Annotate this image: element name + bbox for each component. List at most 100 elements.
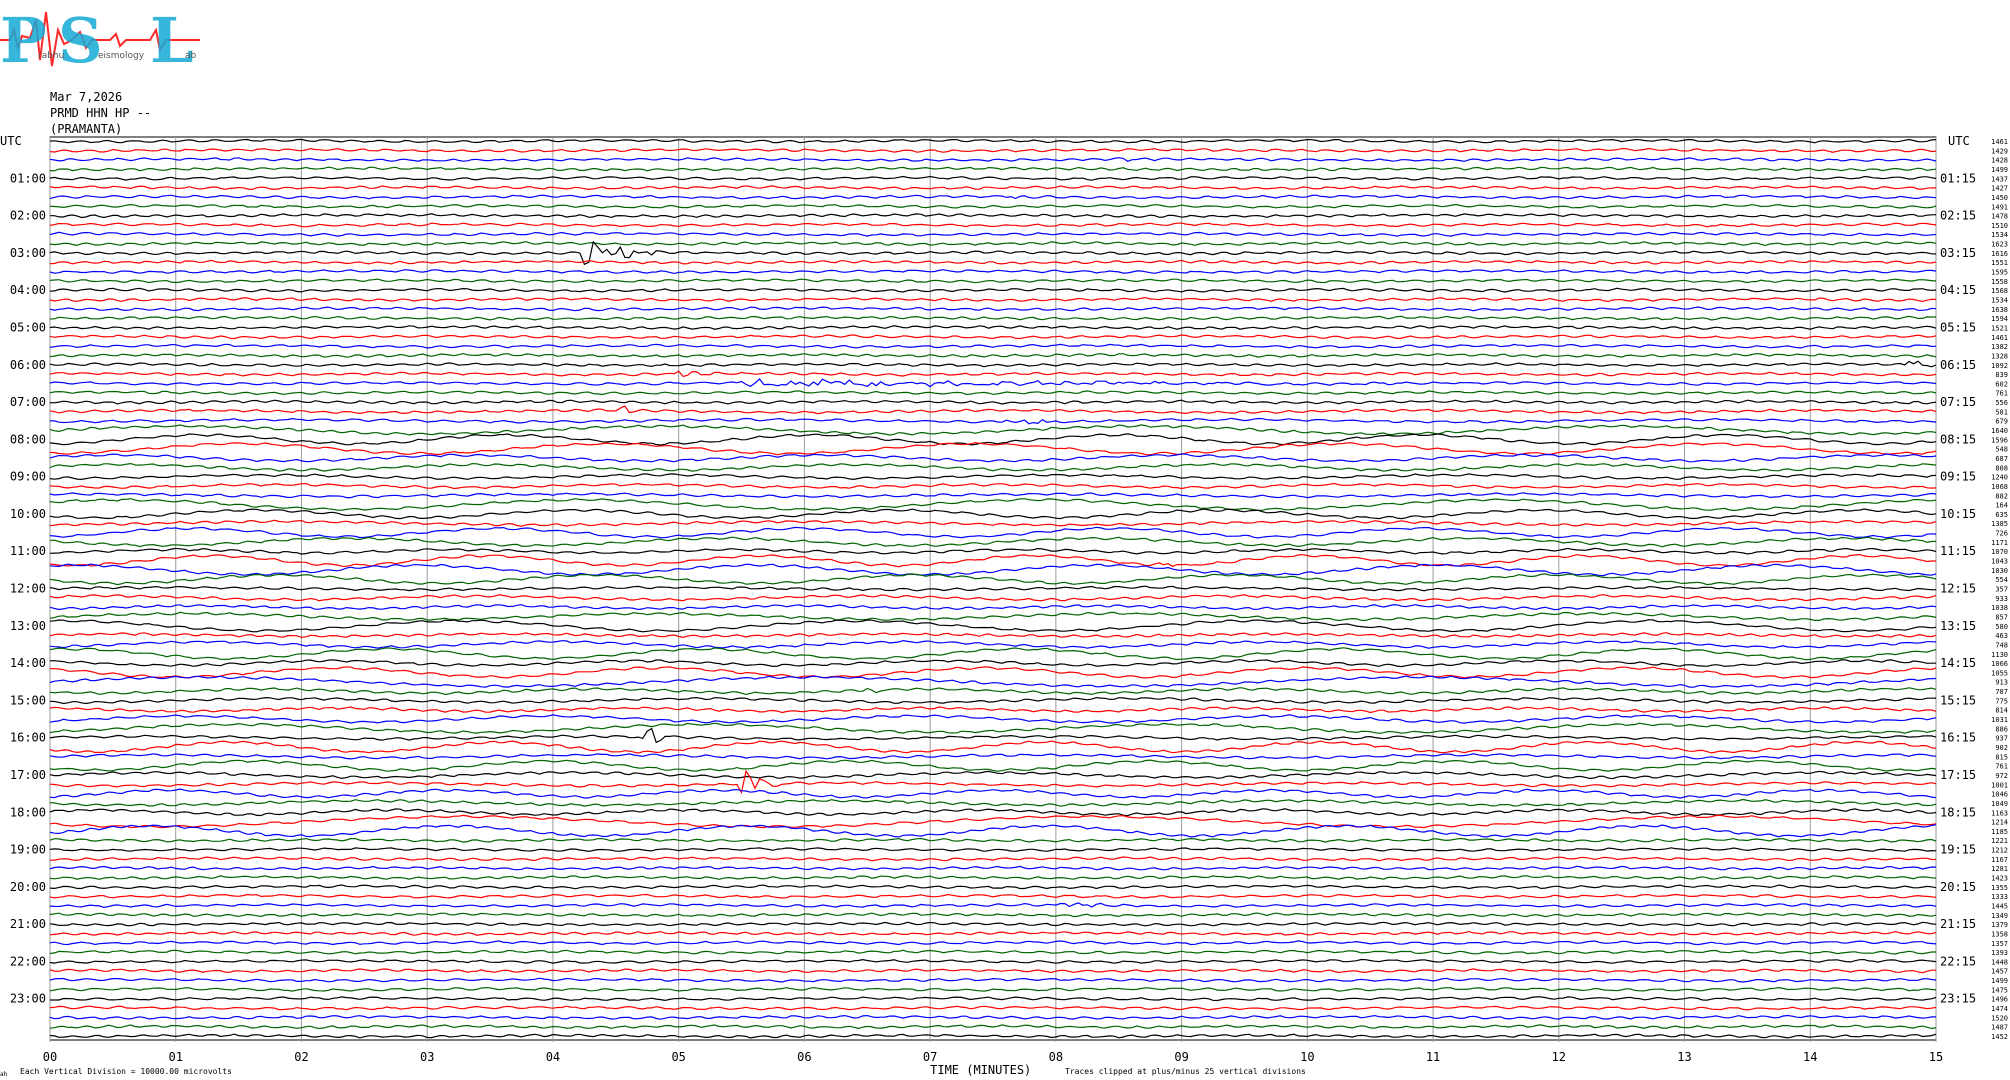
left-hour-label: 04:00: [10, 283, 46, 297]
trace-value-label: 1212: [1991, 847, 2008, 855]
trace-value-label: 580: [1995, 623, 2008, 631]
right-hour-label: 18:15: [1940, 805, 1976, 819]
seismic-trace: [49, 893, 1937, 899]
trace-value-label: 1487: [1991, 1024, 2008, 1032]
seismic-trace: [49, 138, 1937, 144]
seismic-trace: [49, 930, 1937, 936]
seismic-trace: [49, 424, 1937, 436]
trace-value-label: 1379: [1991, 921, 2008, 929]
trace-value-label: 1167: [1991, 856, 2008, 864]
seismic-trace: [49, 696, 1937, 705]
left-hour-label: 09:00: [10, 470, 46, 484]
seismic-trace: [49, 325, 1937, 330]
trace-value-label: 1427: [1991, 185, 2008, 193]
seismic-trace: [49, 498, 1937, 512]
seismic-trace: [49, 977, 1937, 983]
seismic-trace: [49, 958, 1937, 964]
trace-value-label: 913: [1995, 679, 2008, 687]
trace-value-label: 1448: [1991, 958, 2008, 966]
seismic-trace: [49, 306, 1937, 312]
footer-division-note: Each Vertical Division = 10000.00 microv…: [20, 1067, 232, 1076]
seismic-trace: [49, 769, 1937, 795]
psl-logo: P S L rabhu eismology ab: [0, 4, 200, 77]
trace-value-label: 1457: [1991, 968, 2008, 976]
right-hour-label: 23:15: [1940, 992, 1976, 1006]
right-hour-label: 02:15: [1940, 209, 1976, 223]
seismic-trace: [49, 1014, 1936, 1020]
seismic-trace: [49, 912, 1937, 918]
right-hour-label: 21:15: [1940, 917, 1976, 931]
left-hour-label: 14:00: [10, 656, 46, 670]
trace-value-label: 164: [1995, 502, 2008, 510]
seismic-trace: [49, 453, 1937, 463]
left-hour-label: 10:00: [10, 507, 46, 521]
trace-value-label: 972: [1995, 772, 2008, 780]
trace-value-label: 581: [1995, 408, 2008, 416]
trace-value-label: 1616: [1991, 250, 2008, 258]
seismic-trace: [49, 659, 1936, 668]
seismic-trace: [49, 632, 1937, 639]
right-hour-label: 17:15: [1940, 768, 1976, 782]
trace-value-label: 554: [1995, 576, 2008, 584]
trace-value-label: 1038: [1991, 604, 2008, 612]
trace-value-label: 748: [1995, 641, 2008, 649]
logo-letter-p: P: [0, 4, 47, 77]
seismic-trace: [49, 231, 1937, 237]
trace-value-label: 1163: [1991, 809, 2008, 817]
right-hour-label: 12:15: [1940, 582, 1976, 596]
trace-value-label: 1499: [1991, 977, 2008, 985]
seismic-trace: [49, 334, 1937, 340]
seismic-trace: [49, 370, 1937, 378]
logo-seismogram-icon: [0, 11, 200, 67]
seismic-trace: [49, 296, 1937, 303]
seismic-trace: [49, 315, 1936, 321]
trace-value-label: 1461: [1991, 138, 2008, 146]
x-tick-label: 13: [1677, 1050, 1691, 1064]
seismic-trace: [49, 837, 1937, 843]
trace-value-label: 1450: [1991, 194, 2008, 202]
left-hour-label: 06:00: [10, 358, 46, 372]
trace-value-label: 1534: [1991, 296, 2008, 304]
trace-value-label: 1068: [1991, 483, 2008, 491]
right-hour-label: 08:15: [1940, 432, 1976, 446]
left-hour-label: 23:00: [10, 992, 46, 1006]
logo-small-text-2: eismology: [98, 51, 145, 61]
logo-small-text-1: rabhu: [38, 51, 64, 61]
trace-value-label: 1046: [1991, 791, 2008, 799]
x-tick-label: 14: [1803, 1050, 1817, 1064]
right-hour-label: 06:15: [1940, 358, 1976, 372]
x-tick-label: 04: [546, 1050, 560, 1064]
header-station: PRMD HHN HP --: [50, 106, 152, 120]
right-hour-label: 19:15: [1940, 843, 1976, 857]
trace-value-label: 357: [1995, 586, 2008, 594]
seismic-trace: [49, 687, 1937, 696]
seismic-trace: [49, 203, 1937, 209]
seismic-trace: [49, 968, 1936, 974]
trace-value-label: 463: [1995, 632, 2008, 640]
trace-value-label: 761: [1995, 390, 2008, 398]
seismic-trace: [49, 287, 1937, 293]
seismic-trace: [49, 727, 1937, 744]
left-utc-label: UTC: [0, 134, 22, 148]
seismic-trace: [49, 875, 1937, 880]
trace-value-label: 1031: [1991, 716, 2008, 724]
trace-value-label: 1221: [1991, 837, 2008, 845]
seismic-trace: [50, 213, 1937, 219]
left-hour-label: 03:00: [10, 246, 46, 260]
seismic-trace: [49, 573, 1937, 586]
trace-value-label: 1474: [1991, 1005, 2008, 1013]
trace-value-label: 886: [1995, 725, 2008, 733]
x-tick-label: 07: [923, 1050, 937, 1064]
trace-value-label: 1385: [1991, 520, 2008, 528]
seismic-trace: [49, 157, 1937, 162]
trace-value-label: 1281: [1991, 865, 2008, 873]
right-hour-label: 03:15: [1940, 246, 1976, 260]
trace-value-label: 1568: [1991, 287, 2008, 295]
x-tick-label: 00: [43, 1050, 57, 1064]
trace-value-label: 1640: [1991, 427, 2008, 435]
seismic-trace: [49, 788, 1937, 799]
seismic-trace: [49, 714, 1937, 724]
trace-value-label: 1355: [1991, 884, 2008, 892]
left-hour-label: 07:00: [10, 395, 46, 409]
seismic-trace: [49, 405, 1937, 415]
